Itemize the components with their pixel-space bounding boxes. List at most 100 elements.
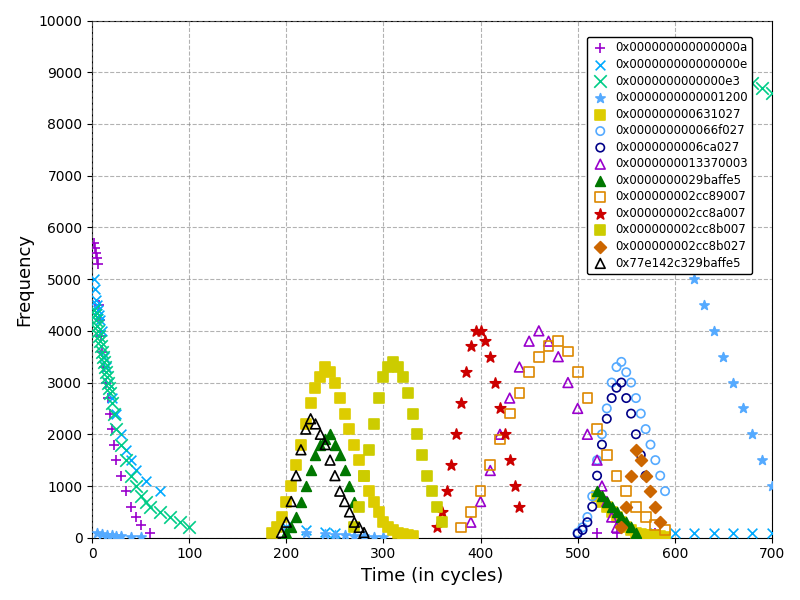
0x000000000631027 bbox=[294, 440, 307, 449]
0x000000000000000e bbox=[90, 300, 103, 310]
0x000000002cc8b027 bbox=[615, 523, 628, 532]
0x0000000000000e3 bbox=[100, 373, 113, 382]
0x77e142c329baffe5 bbox=[343, 507, 356, 517]
0x000000000066f027 bbox=[630, 393, 642, 403]
0x000000000631027 bbox=[304, 398, 317, 408]
0x000000000000000a bbox=[103, 409, 116, 418]
0x0000000029baffe5 bbox=[290, 512, 302, 522]
0x000000000631027 bbox=[654, 532, 666, 541]
0x000000002cc8b007 bbox=[430, 502, 443, 511]
0x0000000000000e3 bbox=[766, 88, 778, 98]
0x0000000029baffe5 bbox=[285, 523, 298, 532]
0x0000000000000e3 bbox=[107, 409, 120, 418]
0x0000000000000e3 bbox=[756, 83, 769, 92]
0x000000000631027 bbox=[392, 528, 405, 538]
0x000000002cc8b007 bbox=[421, 471, 434, 481]
0x000000002cc89007 bbox=[522, 367, 535, 377]
0x000000000000000a bbox=[91, 259, 104, 268]
0x77e142c329baffe5 bbox=[285, 497, 298, 506]
0x0000000013370003 bbox=[533, 326, 546, 335]
0x000000002cc89007 bbox=[620, 487, 633, 496]
0x000000000631027 bbox=[334, 393, 346, 403]
0x000000000000000e bbox=[649, 528, 662, 538]
0x000000002cc89007 bbox=[542, 341, 555, 351]
0x000000000631027 bbox=[280, 497, 293, 506]
0x0000000006ca027 bbox=[595, 440, 608, 449]
0x0000000000000e3 bbox=[90, 316, 102, 325]
0x000000002cc8b007 bbox=[397, 373, 410, 382]
0x0000000029baffe5 bbox=[606, 502, 618, 511]
0x0000000006ca027 bbox=[600, 414, 613, 424]
0x000000002cc8a007 bbox=[459, 367, 472, 377]
0x000000000066f027 bbox=[620, 367, 633, 377]
0x000000002cc89007 bbox=[590, 424, 603, 434]
0x0000000000001200 bbox=[678, 248, 691, 258]
0x000000000000000e bbox=[726, 528, 739, 538]
0x0000000013370003 bbox=[542, 337, 555, 346]
0x000000000000000e bbox=[329, 528, 342, 538]
0x0000000000000e3 bbox=[93, 331, 106, 341]
0x000000000000000a bbox=[630, 528, 642, 538]
0x0000000006ca027 bbox=[615, 378, 628, 388]
0x0000000000000e3 bbox=[89, 311, 102, 320]
0x0000000013370003 bbox=[562, 378, 574, 388]
0x77e142c329baffe5 bbox=[280, 517, 293, 527]
0x000000002cc89007 bbox=[552, 337, 565, 346]
0x0000000000000e3 bbox=[163, 512, 176, 522]
0x000000002cc89007 bbox=[494, 434, 506, 444]
0x0000000000001200 bbox=[125, 532, 138, 541]
0x0000000000001200 bbox=[95, 529, 108, 538]
0x77e142c329baffe5 bbox=[304, 414, 317, 424]
0x000000000066f027 bbox=[644, 440, 657, 449]
0x0000000000000e3 bbox=[678, 73, 691, 82]
0x0000000029baffe5 bbox=[329, 440, 342, 449]
0x0000000000001200 bbox=[707, 326, 720, 335]
0x0000000000001200 bbox=[105, 530, 118, 540]
0x000000000000000e bbox=[90, 295, 102, 305]
0x0000000013370003 bbox=[552, 352, 565, 361]
0x000000002cc8b027 bbox=[625, 471, 638, 481]
0x0000000013370003 bbox=[474, 497, 487, 506]
0x0000000000000e3 bbox=[698, 62, 710, 72]
0x0000000000001200 bbox=[766, 481, 778, 491]
0x000000000000000e bbox=[98, 352, 110, 361]
0x000000000631027 bbox=[590, 491, 603, 501]
X-axis label: Time (in cycles): Time (in cycles) bbox=[361, 567, 503, 585]
0x000000000000000a bbox=[99, 378, 112, 388]
0x000000002cc8a007 bbox=[513, 502, 526, 511]
0x000000000631027 bbox=[625, 525, 638, 535]
0x0000000006ca027 bbox=[586, 502, 598, 511]
0x0000000000001200 bbox=[367, 532, 380, 541]
0x000000000631027 bbox=[630, 528, 642, 538]
0x0000000029baffe5 bbox=[610, 507, 623, 517]
0x000000000000000e bbox=[110, 409, 123, 418]
0x000000002cc8b027 bbox=[644, 487, 657, 496]
0x0000000000001200 bbox=[698, 300, 710, 310]
0x000000000000000e bbox=[746, 528, 759, 538]
0x000000000631027 bbox=[266, 528, 278, 538]
0x000000000066f027 bbox=[590, 455, 603, 465]
0x0000000000001200 bbox=[348, 531, 361, 541]
0x000000000066f027 bbox=[576, 523, 589, 532]
0x77e142c329baffe5 bbox=[324, 455, 337, 465]
0x000000000000000e bbox=[707, 528, 720, 538]
0x0000000000000e3 bbox=[103, 388, 116, 398]
0x000000002cc8a007 bbox=[454, 398, 467, 408]
0x000000000631027 bbox=[367, 497, 380, 506]
0x000000002cc8a007 bbox=[450, 430, 462, 439]
0x000000002cc8b007 bbox=[416, 450, 429, 460]
0x000000002cc89007 bbox=[533, 352, 546, 361]
0x000000002cc8b007 bbox=[435, 517, 448, 527]
0x000000000000000a bbox=[110, 455, 123, 465]
0x0000000000000e3 bbox=[658, 83, 671, 92]
0x0000000029baffe5 bbox=[304, 466, 317, 475]
0x000000000631027 bbox=[377, 517, 390, 527]
0x000000000000000e bbox=[89, 284, 102, 294]
0x000000002cc8a007 bbox=[440, 487, 453, 496]
0x000000002cc8a007 bbox=[498, 430, 511, 439]
0x77e142c329baffe5 bbox=[309, 419, 322, 429]
0x000000000000000a bbox=[144, 528, 157, 538]
0x0000000006ca027 bbox=[625, 409, 638, 418]
0x000000000000000a bbox=[95, 347, 108, 356]
0x0000000000000e3 bbox=[173, 517, 186, 527]
